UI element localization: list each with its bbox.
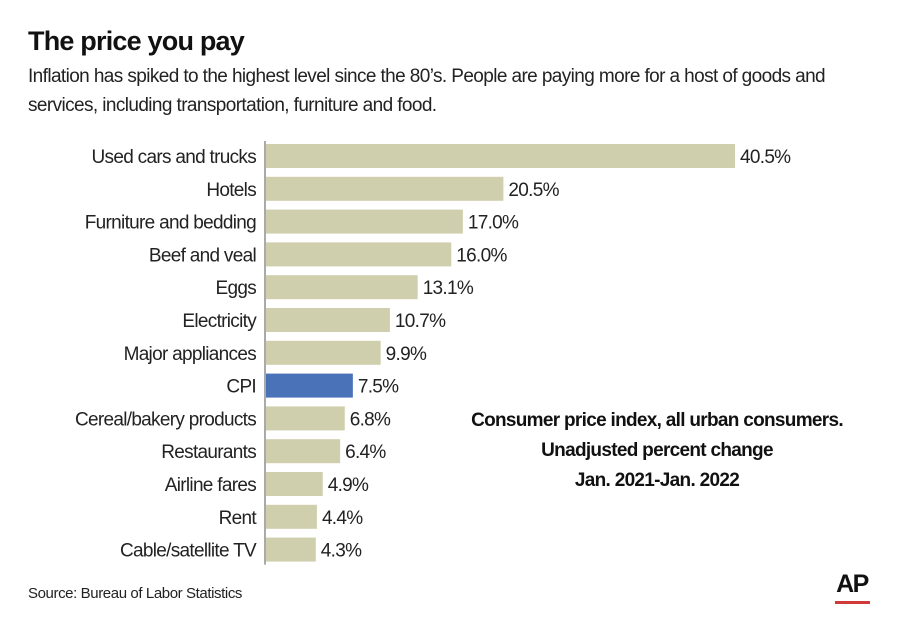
- data-label-0: 40.5%: [740, 147, 791, 168]
- chart-title: The price you pay: [28, 26, 245, 56]
- category-label-10: Airline fares: [165, 475, 256, 496]
- category-label-11: Rent: [219, 508, 258, 529]
- category-label-1: Hotels: [206, 180, 256, 201]
- note-line-1: Consumer price index, all urban consumer…: [471, 410, 844, 431]
- ap-logo: AP: [832, 570, 872, 606]
- data-label-2: 17.0%: [468, 213, 519, 234]
- data-label-8: 6.8%: [350, 409, 391, 430]
- bar-4: [266, 275, 418, 300]
- data-label-4: 13.1%: [423, 278, 474, 299]
- bar-2: [266, 209, 463, 234]
- data-label-5: 10.7%: [395, 311, 446, 332]
- bar-8: [266, 406, 345, 431]
- data-label-12: 4.3%: [321, 541, 362, 562]
- note-line-3: Jan. 2021-Jan. 2022: [574, 470, 740, 491]
- data-label-10: 4.9%: [328, 475, 369, 496]
- category-label-0: Used cars and trucks: [92, 147, 257, 168]
- note-line-2: Unadjusted percent change: [541, 440, 773, 461]
- data-label-9: 6.4%: [345, 442, 386, 463]
- category-label-7: CPI: [226, 377, 256, 398]
- category-label-9: Restaurants: [161, 442, 256, 463]
- source-note: Source: Bureau of Labor Statistics: [28, 585, 243, 602]
- ap-logo-text: AP: [836, 570, 869, 598]
- data-label-7: 7.5%: [358, 377, 399, 398]
- bar-9: [266, 439, 341, 464]
- data-label-3: 16.0%: [456, 245, 507, 266]
- category-label-4: Eggs: [215, 278, 256, 299]
- category-label-8: Cereal/bakery products: [75, 409, 256, 430]
- chart-note: Consumer price index, all urban consumer…: [462, 406, 852, 496]
- bar-1: [266, 176, 504, 201]
- bar-10: [266, 472, 323, 496]
- bar-7: [266, 373, 353, 398]
- category-label-3: Beef and veal: [149, 245, 256, 266]
- category-label-5: Electricity: [182, 311, 257, 332]
- category-label-2: Furniture and bedding: [85, 213, 256, 234]
- bar-12: [266, 537, 316, 562]
- category-label-12: Cable/satellite TV: [120, 541, 257, 562]
- bar-11: [266, 504, 317, 529]
- ap-logo-underline: [835, 601, 870, 604]
- bar-6: [266, 340, 381, 365]
- chart-subtitle: Inflation has spiked to the highest leve…: [28, 66, 826, 116]
- category-label-6: Major appliances: [124, 344, 257, 365]
- data-label-6: 9.9%: [386, 344, 427, 365]
- bar-0: [266, 144, 735, 168]
- data-label-1: 20.5%: [508, 180, 559, 201]
- bar-3: [266, 242, 452, 267]
- data-label-11: 4.4%: [322, 508, 363, 529]
- bar-5: [266, 308, 390, 332]
